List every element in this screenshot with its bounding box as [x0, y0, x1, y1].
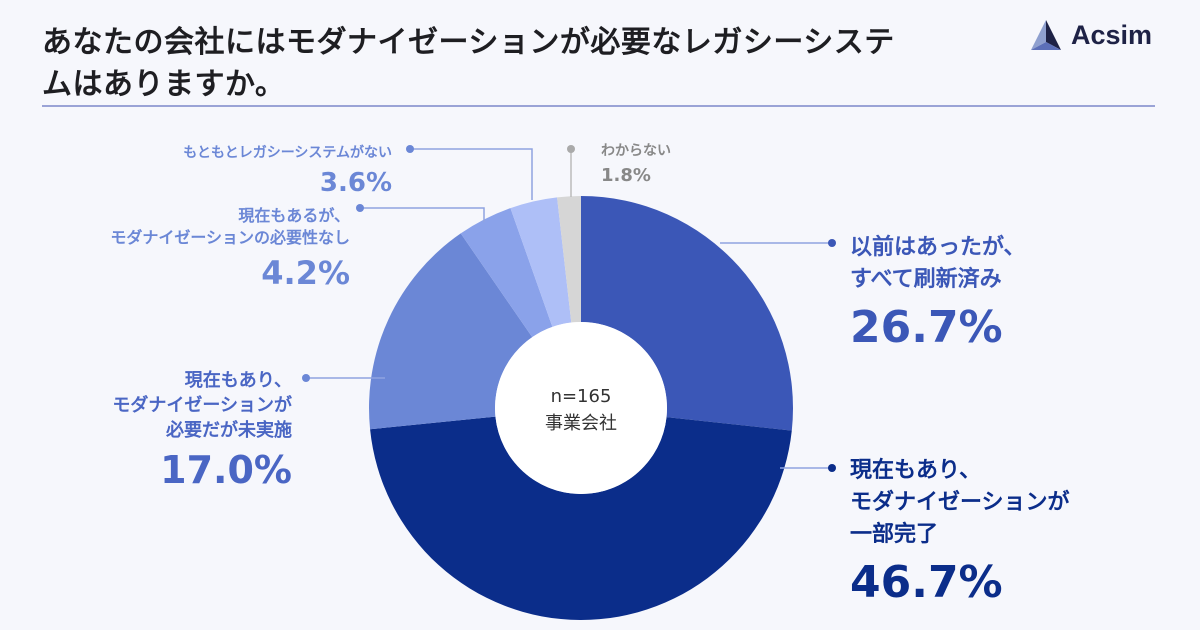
slice-label-line: 一部完了 [850, 522, 939, 547]
slice-value: 1.8% [601, 165, 651, 186]
slice-label-line: 必要だが未実施 [166, 420, 292, 441]
brand-name: Acsim [1070, 19, 1152, 50]
center-label-unit: 事業会社 [545, 413, 617, 434]
slice-label-3: 現在もあるが、モダナイゼーションの必要性なし 4.2% [40, 205, 350, 293]
slice-label-line: すべて刷新済み [850, 267, 1002, 292]
slice-value: 46.7% [850, 557, 1003, 608]
leader-line-3 [360, 207, 485, 222]
acsim-logo-icon [1030, 20, 1061, 50]
center-label-sample: n=165 [551, 386, 612, 407]
brand-logo: Acsim [1029, 18, 1152, 52]
pie-slice-1 [370, 416, 792, 621]
pie-slice-3 [460, 208, 553, 338]
pie-slice-0 [581, 196, 793, 431]
slice-value: 3.6% [319, 168, 392, 198]
slice-label-line: モダナイゼーションが [850, 490, 1070, 515]
leader-line-4 [410, 148, 533, 200]
slice-value: 17.0% [160, 448, 292, 492]
slice-label-0: 以前はあったが、 すべて刷新済み 26.7% [850, 232, 1090, 355]
leader-dot-2 [302, 374, 310, 382]
slice-value: 26.7% [850, 302, 1003, 353]
slice-label-line: わからない [601, 143, 671, 159]
slice-label-4: もともとレガシーシステムがない 3.6% [130, 143, 392, 200]
leader-dot-4 [406, 145, 414, 153]
leader-dot-5 [567, 145, 575, 153]
slice-label-2: 現在もあり、モダナイゼーションが必要だが未実施 17.0% [60, 368, 292, 495]
leader-dot-3 [356, 204, 364, 212]
slice-label-1: 現在もあり、モダナイゼーションが 一部完了 46.7% [850, 455, 1110, 610]
leader-dot-1 [828, 464, 836, 472]
pie-slice-5 [557, 196, 581, 323]
title-divider [42, 105, 1155, 107]
leader-dot-0 [828, 239, 836, 247]
slice-label-line: もともとレガシーシステムがない [183, 145, 392, 161]
pie-slice-4 [510, 197, 572, 327]
slice-label-5: わからない 1.8% [601, 141, 741, 188]
slice-label-line: 現在もあり、 [184, 370, 292, 391]
slice-label-line: モダナイゼーションが [112, 395, 292, 416]
slice-label-line: モダナイゼーションの必要性なし [110, 228, 350, 247]
slice-value: 4.2% [261, 254, 350, 292]
pie-slice-2 [369, 233, 533, 430]
donut-hole [495, 322, 667, 494]
slice-label-line: 現在もあり、 [850, 458, 982, 483]
slice-label-line: 現在もあるが、 [238, 206, 350, 225]
slice-label-line: 以前はあったが、 [850, 235, 1026, 260]
page-title: あなたの会社にはモダナイゼーションが必要なレガシーシステムはありますか。 [42, 25, 895, 102]
